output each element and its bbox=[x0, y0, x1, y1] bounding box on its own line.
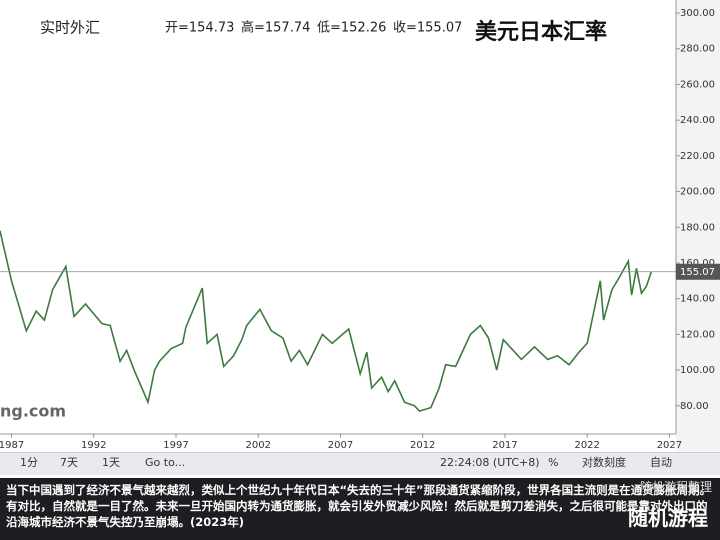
toolbar-button[interactable]: 7天 bbox=[60, 456, 78, 469]
y-tick-label: 220.00 bbox=[680, 151, 715, 162]
toolbar-button[interactable]: 对数刻度 bbox=[582, 456, 626, 469]
toolbar bbox=[0, 452, 720, 475]
caption: 当下中国遇到了经济不景气越来越烈，类似上个世纪九十年代日本“失去的三十年”那段通… bbox=[0, 478, 720, 540]
x-tick-label: 1997 bbox=[163, 440, 188, 451]
price-line bbox=[0, 230, 653, 413]
y-tick-label: 160.00 bbox=[680, 258, 715, 269]
credit: 随机游程整理 bbox=[639, 480, 712, 494]
brand: 随机游程 bbox=[628, 506, 708, 530]
x-tick-label: 2027 bbox=[657, 440, 682, 451]
x-tick-label: 2017 bbox=[492, 440, 517, 451]
y-tick-label: 300.00 bbox=[680, 8, 715, 19]
toolbar-button[interactable]: % bbox=[548, 456, 559, 469]
y-tick-label: 180.00 bbox=[680, 222, 715, 233]
y-tick-label: 200.00 bbox=[680, 187, 715, 198]
y-tick-label: 260.00 bbox=[680, 79, 715, 90]
y-tick-label: 120.00 bbox=[680, 329, 715, 340]
y-tick-label: 100.00 bbox=[680, 365, 715, 376]
toolbar-button[interactable]: Go to... bbox=[145, 456, 186, 469]
x-tick-label: 1987 bbox=[0, 440, 24, 451]
y-tick-label: 280.00 bbox=[680, 44, 715, 55]
toolbar-button[interactable]: 1天 bbox=[102, 456, 120, 469]
y-tick-label: 80.00 bbox=[680, 401, 709, 412]
toolbar-button[interactable]: 1分 bbox=[20, 456, 38, 469]
price-axis-bg bbox=[676, 0, 720, 452]
x-tick-label: 2007 bbox=[328, 440, 353, 451]
x-tick-label: 2002 bbox=[246, 440, 271, 451]
x-tick-label: 1992 bbox=[81, 440, 106, 451]
toolbar-button[interactable]: 自动 bbox=[650, 456, 672, 469]
last-price-label: 155.07 bbox=[680, 267, 715, 278]
ohlc-value: 低=152.26 bbox=[317, 21, 386, 36]
ohlc-value: 收=155.07 bbox=[393, 21, 462, 36]
watermark: ng.com bbox=[0, 402, 66, 421]
x-tick-label: 2012 bbox=[410, 440, 435, 451]
ohlc-value: 高=157.74 bbox=[241, 20, 310, 36]
chart-title: 美元日本汇率 bbox=[475, 19, 607, 45]
last-price-box bbox=[676, 263, 720, 280]
toolbar-button[interactable]: 22:24:08 (UTC+8) bbox=[440, 456, 540, 469]
symbol: 实时外汇 bbox=[40, 19, 100, 37]
chart: 实时外汇 美元日本汇率 ng.com 开=154.73 高=157.74 低=152… bbox=[0, 0, 720, 452]
x-tick-label: 2022 bbox=[574, 440, 599, 451]
ohlc-value: 开=154.73 bbox=[165, 21, 234, 36]
y-tick-label: 140.00 bbox=[680, 294, 715, 305]
y-tick-label: 240.00 bbox=[680, 115, 715, 126]
